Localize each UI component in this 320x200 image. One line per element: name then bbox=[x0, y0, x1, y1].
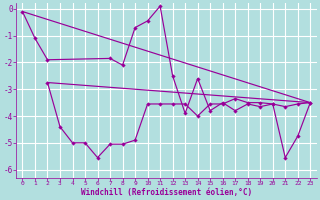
X-axis label: Windchill (Refroidissement éolien,°C): Windchill (Refroidissement éolien,°C) bbox=[81, 188, 252, 197]
